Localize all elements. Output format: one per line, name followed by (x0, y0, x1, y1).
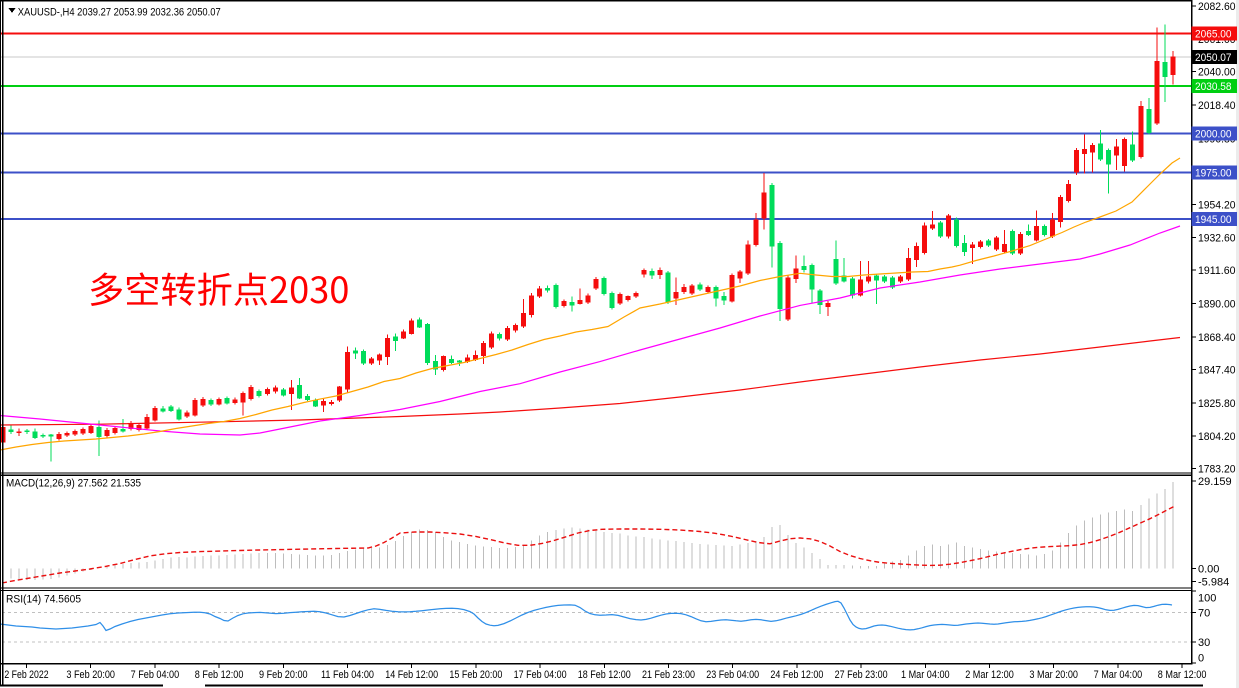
svg-text:2065.00: 2065.00 (1195, 29, 1232, 41)
svg-text:18 Feb 12:00: 18 Feb 12:00 (578, 669, 631, 681)
svg-text:11 Feb 04:00: 11 Feb 04:00 (321, 669, 374, 681)
svg-text:1932.60: 1932.60 (1198, 233, 1236, 245)
svg-text:XAUUSD-,H4 2039.27 2053.99 20: XAUUSD-,H4 2039.27 2053.99 2032.36 2050.… (18, 7, 221, 19)
svg-text:2050.07: 2050.07 (1195, 52, 1232, 64)
svg-text:1825.80: 1825.80 (1198, 398, 1236, 410)
svg-text:2000.00: 2000.00 (1195, 128, 1232, 140)
svg-text:2030.58: 2030.58 (1195, 81, 1232, 93)
svg-text:7 Mar 04:00: 7 Mar 04:00 (1094, 669, 1143, 681)
svg-text:21 Feb 23:00: 21 Feb 23:00 (642, 669, 695, 681)
svg-text:23 Feb 04:00: 23 Feb 04:00 (706, 669, 759, 681)
svg-text:3 Feb 20:00: 3 Feb 20:00 (66, 669, 115, 681)
svg-text:1890.00: 1890.00 (1198, 299, 1236, 311)
svg-text:MACD(12,26,9) 27.562 21.535: MACD(12,26,9) 27.562 21.535 (6, 478, 141, 490)
svg-text:2 Mar 12:00: 2 Mar 12:00 (965, 669, 1014, 681)
svg-text:15 Feb 20:00: 15 Feb 20:00 (449, 669, 502, 681)
svg-text:8 Mar 12:00: 8 Mar 12:00 (1158, 669, 1207, 681)
svg-text:2018.40: 2018.40 (1198, 100, 1236, 112)
svg-text:1975.00: 1975.00 (1195, 168, 1232, 180)
svg-text:RSI(14) 74.5605: RSI(14) 74.5605 (6, 594, 81, 606)
svg-text:3 Mar 20:00: 3 Mar 20:00 (1029, 669, 1078, 681)
svg-text:1 Mar 04:00: 1 Mar 04:00 (901, 669, 950, 681)
svg-text:-5.984: -5.984 (1198, 577, 1229, 589)
svg-text:1868.40: 1868.40 (1198, 332, 1236, 344)
svg-text:100: 100 (1198, 593, 1216, 605)
svg-text:1783.20: 1783.20 (1198, 464, 1236, 476)
svg-text:2 Feb 2022: 2 Feb 2022 (4, 669, 48, 681)
svg-text:7 Feb 04:00: 7 Feb 04:00 (131, 669, 180, 681)
svg-text:30: 30 (1198, 637, 1210, 649)
svg-text:1847.40: 1847.40 (1198, 364, 1236, 376)
svg-text:27 Feb 23:00: 27 Feb 23:00 (835, 669, 888, 681)
svg-text:14 Feb 12:00: 14 Feb 12:00 (385, 669, 438, 681)
svg-text:2082.60: 2082.60 (1198, 1, 1236, 13)
svg-text:9 Feb 20:00: 9 Feb 20:00 (259, 669, 308, 681)
svg-text:1945.00: 1945.00 (1195, 214, 1232, 226)
svg-text:24 Feb 12:00: 24 Feb 12:00 (770, 669, 823, 681)
svg-text:2040.00: 2040.00 (1198, 67, 1236, 79)
svg-text:29.159: 29.159 (1198, 476, 1232, 488)
svg-text:70: 70 (1198, 608, 1210, 620)
svg-text:1804.20: 1804.20 (1198, 431, 1236, 443)
svg-text:17 Feb 04:00: 17 Feb 04:00 (514, 669, 567, 681)
svg-text:0.00: 0.00 (1198, 563, 1219, 575)
svg-text:1954.20: 1954.20 (1198, 199, 1236, 211)
svg-text:1911.60: 1911.60 (1198, 265, 1236, 277)
svg-text:0: 0 (1198, 653, 1204, 665)
svg-text:8 Feb 12:00: 8 Feb 12:00 (195, 669, 244, 681)
